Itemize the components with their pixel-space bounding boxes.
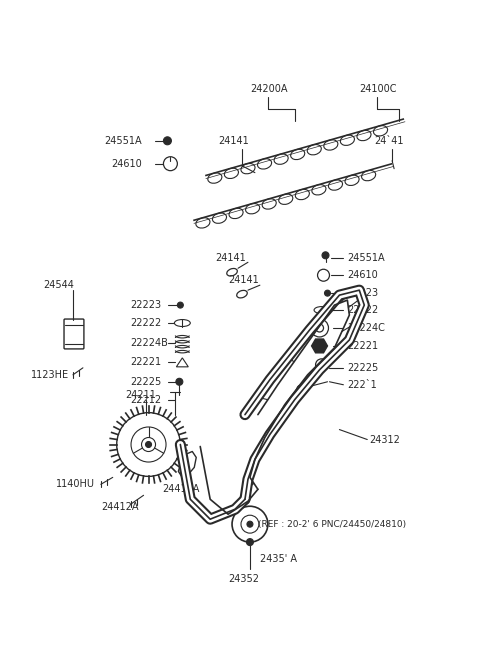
Text: 22224C: 22224C: [348, 323, 385, 333]
Text: 22222: 22222: [348, 305, 379, 315]
Text: 24200A: 24200A: [250, 84, 288, 94]
Text: 24211: 24211: [126, 390, 156, 399]
Text: 22221: 22221: [131, 357, 162, 367]
Text: 24312: 24312: [369, 434, 400, 445]
Text: 22225: 22225: [131, 376, 162, 387]
Text: 24551A: 24551A: [104, 136, 142, 146]
Text: 22212: 22212: [131, 395, 162, 405]
Text: 24141: 24141: [228, 275, 259, 285]
Polygon shape: [312, 339, 327, 353]
Text: 24410A: 24410A: [162, 484, 200, 494]
Circle shape: [178, 302, 183, 308]
Text: 22223: 22223: [348, 288, 379, 298]
Text: 24610: 24610: [111, 159, 142, 169]
Text: 22223: 22223: [131, 300, 162, 310]
Circle shape: [145, 442, 152, 447]
Text: 222`1: 222`1: [348, 380, 377, 390]
Text: 24412A: 24412A: [101, 502, 138, 512]
Circle shape: [246, 539, 253, 545]
Circle shape: [324, 290, 330, 296]
Circle shape: [247, 521, 253, 527]
Text: 1123HE: 1123HE: [31, 370, 69, 380]
Text: 22225: 22225: [348, 363, 379, 373]
Text: 24610: 24610: [348, 270, 378, 281]
Circle shape: [176, 378, 183, 385]
Text: 24100C: 24100C: [360, 84, 397, 94]
Circle shape: [164, 137, 171, 145]
Text: 24544: 24544: [43, 280, 74, 290]
Text: 1140HU: 1140HU: [56, 480, 95, 489]
Text: 22224B: 22224B: [131, 338, 168, 348]
Text: 22221: 22221: [348, 341, 379, 351]
Text: 24352: 24352: [228, 574, 259, 584]
Text: (REF : 20-2' 6 PNC/24450/24810): (REF : 20-2' 6 PNC/24450/24810): [258, 520, 406, 529]
Text: 24141: 24141: [215, 254, 246, 263]
Circle shape: [322, 252, 329, 259]
Text: 22222: 22222: [131, 318, 162, 328]
Text: 24551A: 24551A: [348, 254, 385, 263]
Text: 24141: 24141: [218, 136, 249, 146]
Text: 24`41: 24`41: [374, 136, 404, 146]
Circle shape: [297, 385, 307, 395]
Text: 2435' A: 2435' A: [260, 554, 297, 564]
